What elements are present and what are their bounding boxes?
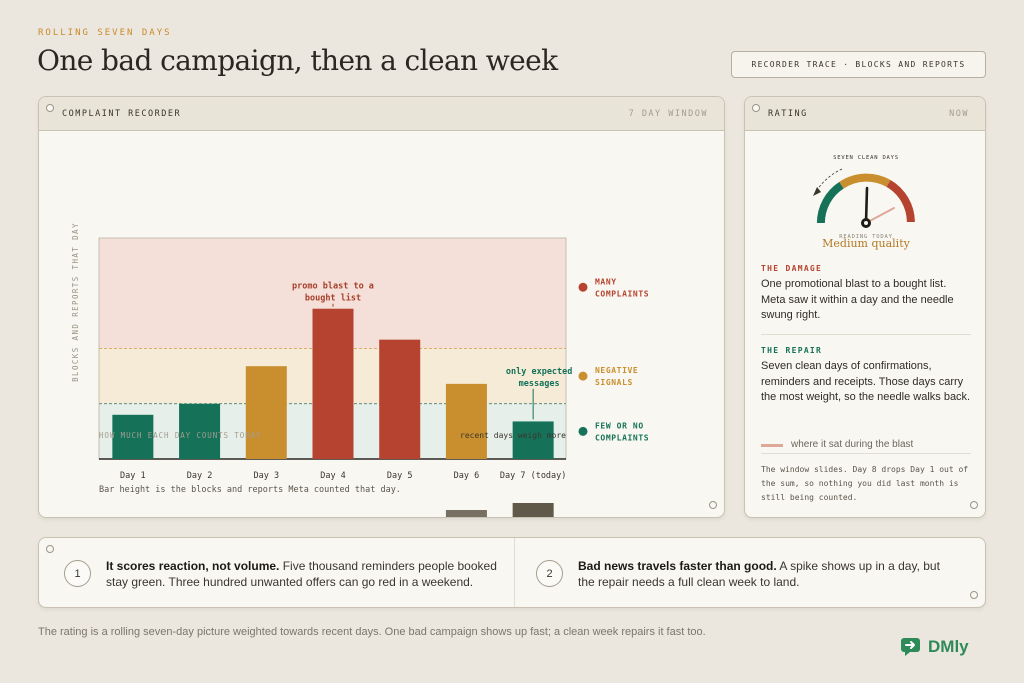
blast-needle: [865, 207, 895, 224]
legend-label-green: FEW OR NO: [595, 421, 644, 430]
damage-text: One promotional blast to a bought list. …: [761, 278, 954, 321]
callouts-panel: 1 It scores reaction, not volume. Five t…: [38, 537, 986, 608]
panel-title: COMPLAINT RECORDER: [62, 108, 182, 119]
page-title: One bad campaign, then a clean week: [37, 44, 558, 77]
weight-bar-6: [445, 510, 487, 517]
callout-number: 2: [536, 560, 563, 587]
legend-label-red: MANY: [595, 277, 617, 286]
weights-title: HOW MUCH EACH DAY COUNTS TODAY: [99, 431, 261, 440]
x-tick-label: Day 4: [320, 471, 346, 481]
x-tick-label: Day 2: [187, 471, 213, 481]
arrow-head-icon: [813, 187, 821, 196]
panel-header: RATING NOW: [745, 97, 985, 131]
complaint-recorder-panel: COMPLAINT RECORDER 7 DAY WINDOW MANY COMP…: [38, 96, 725, 518]
chart-footnote: Bar height is the blocks and reports Met…: [99, 485, 401, 495]
rating-panel: RATING NOW SEVEN CLEAN DAYS READING TODA…: [744, 96, 986, 518]
divider: [761, 334, 971, 335]
panel-header: COMPLAINT RECORDER 7 DAY WINDOW: [39, 97, 724, 131]
legend-label-red: COMPLAINTS: [595, 289, 649, 298]
x-tick-label: Day 1: [120, 471, 146, 481]
weight-bar-7: [512, 503, 554, 517]
gauge-reading-label: READING TODAY: [839, 234, 892, 240]
gauge-arc-green: [816, 181, 844, 224]
x-tick-label: Day 6: [454, 471, 480, 481]
window-text: The window slides. Day 8 drops Day 1 out…: [761, 465, 969, 502]
pin-icon: [970, 591, 978, 599]
callout-2: 2 Bad news travels faster than good. A s…: [536, 538, 956, 607]
now-label: NOW: [949, 108, 969, 119]
annotation-text: messages: [519, 379, 560, 389]
bar-7: [512, 421, 554, 459]
annotation-text: promo blast to a: [292, 282, 374, 292]
callout-1: 1 It scores reaction, not volume. Five t…: [64, 538, 514, 607]
bar-4: [312, 308, 354, 459]
damage-label: THE DAMAGE: [761, 264, 823, 273]
logo-text: DMly: [928, 637, 969, 656]
repair-text: Seven clean days of confirmations, remin…: [761, 360, 971, 403]
y-axis-label: BLOCKS AND REPORTS THAT DAY: [71, 222, 80, 382]
x-tick-label: Day 7 (today): [500, 471, 567, 481]
trace-chip[interactable]: RECORDER TRACE · BLOCKS AND REPORTS: [731, 51, 986, 78]
trend-arrow-icon: [814, 168, 843, 194]
callout-text: It scores reaction, not volume. Five tho…: [106, 558, 497, 589]
legend-label-amber: SIGNALS: [595, 378, 633, 387]
pin-icon: [970, 501, 978, 509]
callout-number: 1: [64, 560, 91, 587]
bar-3: [245, 366, 287, 459]
chat-arrow-icon: [901, 638, 920, 656]
gauge-needle: [864, 186, 869, 225]
gauge-arc-amber: [839, 173, 891, 189]
gauge-arc-red: [886, 179, 915, 223]
footer-note: The rating is a rolling seven-day pictur…: [38, 626, 706, 638]
annotation-text: only expected: [506, 367, 573, 377]
gauge-top-label: SEVEN CLEAN DAYS: [833, 155, 899, 161]
pin-icon: [46, 545, 54, 553]
pin-icon: [752, 104, 760, 112]
pin-icon: [46, 104, 54, 112]
callout-divider: [514, 538, 515, 607]
legend-dot-amber: [578, 371, 588, 381]
panel-title: RATING: [768, 108, 808, 119]
annotation-text: bought list: [305, 293, 361, 304]
pin-icon: [709, 501, 717, 509]
divider: [761, 453, 971, 454]
callout-text: Bad news travels faster than good. A spi…: [578, 558, 940, 589]
blast-legend-text: where it sat during the blast: [791, 439, 914, 450]
legend-dot-red: [578, 282, 588, 292]
x-tick-label: Day 3: [253, 471, 279, 481]
weight-bar-5: [379, 517, 420, 518]
bar-2: [179, 403, 221, 459]
eyebrow: ROLLING SEVEN DAYS: [38, 28, 172, 38]
legend-label-amber: NEGATIVE: [595, 366, 638, 375]
gauge-value: Medium quality: [822, 237, 910, 250]
weights-note: recent days weigh more: [460, 431, 566, 440]
blast-legend-swatch: [761, 444, 783, 447]
legend-dot-green: [578, 426, 588, 436]
bar-1: [112, 414, 154, 459]
complaint-chart: MANY COMPLAINTS NEGATIVE SIGNALS FEW OR NO CO…: [71, 222, 649, 518]
window-label: 7 DAY WINDOW: [628, 108, 708, 119]
dmly-logo[interactable]: DMly: [900, 637, 969, 657]
legend-label-green: COMPLAINTS: [595, 433, 649, 442]
quality-gauge: SEVEN CLEAN DAYS READING TODAY Medium qu…: [813, 155, 915, 250]
bar-6: [445, 383, 487, 459]
repair-label: THE REPAIR: [761, 346, 823, 355]
bar-5: [379, 339, 421, 459]
x-tick-label: Day 5: [387, 471, 413, 481]
